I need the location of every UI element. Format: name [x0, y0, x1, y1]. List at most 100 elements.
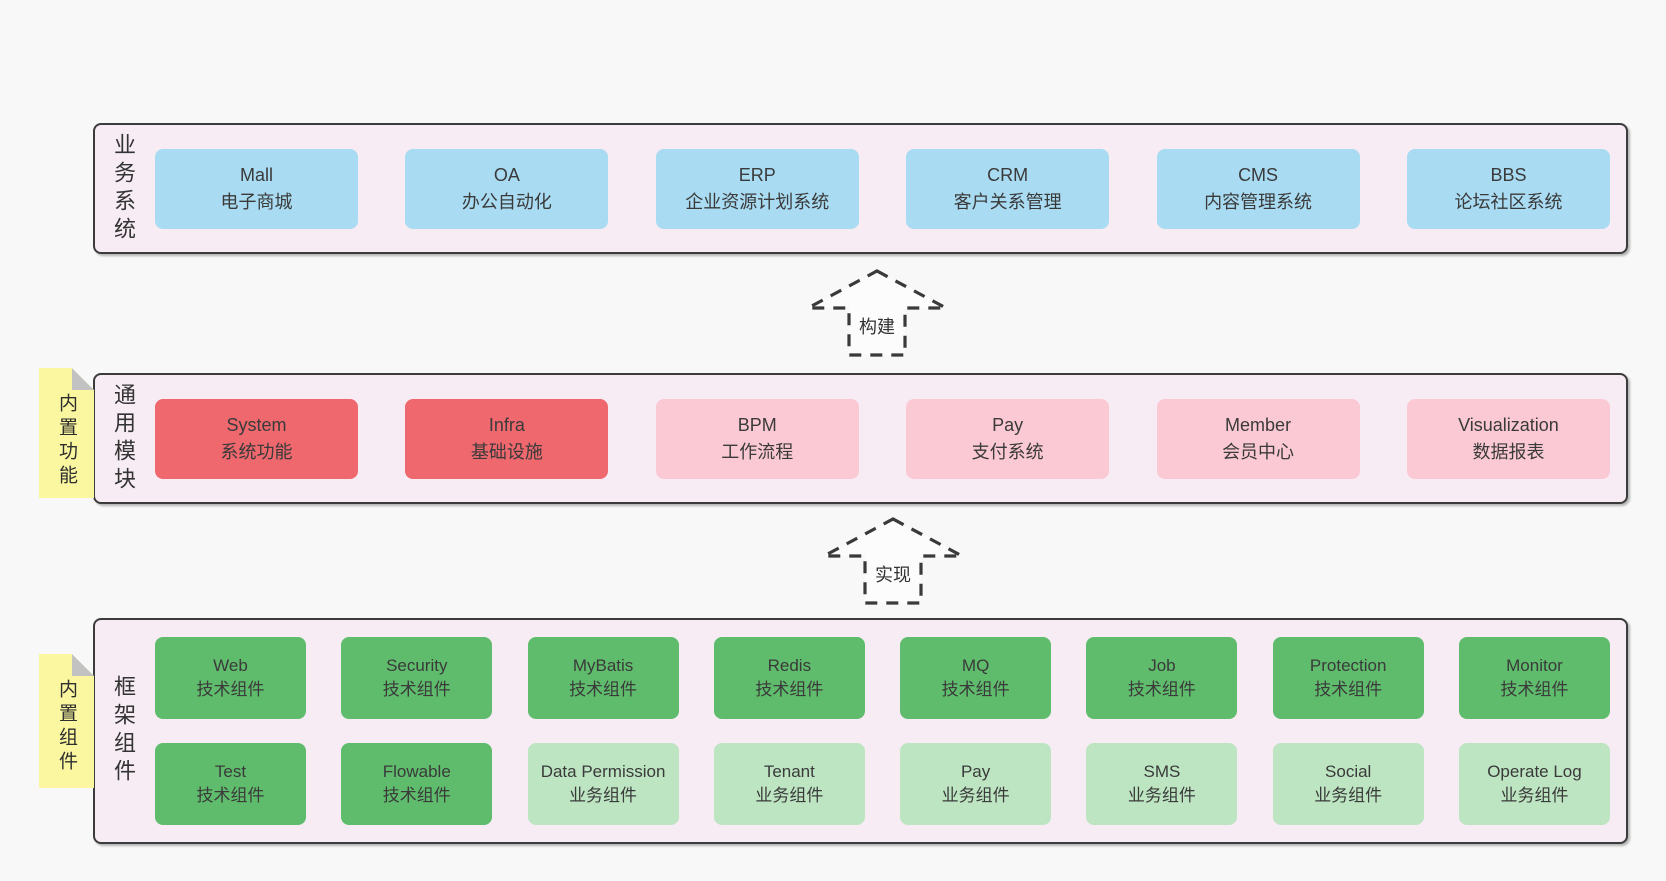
- sticky-note-text: 内置组件: [56, 679, 77, 775]
- node-title: Web: [213, 655, 248, 675]
- node-subtitle: 基础设施: [470, 441, 543, 462]
- node-title: OA: [493, 164, 520, 185]
- node-subtitle: 业务组件: [755, 786, 824, 805]
- node-pay-system: Pay 支付系统: [906, 398, 1110, 479]
- framework-boxes-grid: Web 技术组件 Security 技术组件 MyBatis 技术组件 Redi…: [141, 637, 1626, 825]
- node-flowable: Flowable 技术组件: [341, 743, 493, 825]
- node-title: Operate Log: [1487, 761, 1582, 781]
- node-subtitle: 技术组件: [1314, 680, 1383, 699]
- node-title: Data Permission: [540, 761, 666, 781]
- framework-row-2: Test 技术组件 Flowable 技术组件 Data Permission …: [155, 743, 1610, 825]
- node-title: Social: [1325, 761, 1372, 781]
- node-bbs: BBS 论坛社区系统: [1406, 148, 1610, 229]
- node-mybatis: MyBatis 技术组件: [527, 637, 679, 719]
- framework-row-1: Web 技术组件 Security 技术组件 MyBatis 技术组件 Redi…: [155, 637, 1610, 719]
- node-title: Security: [386, 655, 448, 675]
- node-title: System: [226, 414, 287, 435]
- node-title: CMS: [1238, 164, 1279, 185]
- node-subtitle: 技术组件: [941, 680, 1010, 699]
- node-subtitle: 电子商城: [220, 191, 293, 212]
- node-subtitle: 会员中心: [1222, 441, 1295, 462]
- node-subtitle: 技术组件: [382, 680, 451, 699]
- sticky-note-text: 内置功能: [56, 393, 77, 489]
- node-sms: SMS 业务组件: [1086, 743, 1238, 825]
- node-subtitle: 技术组件: [196, 680, 265, 699]
- node-title: BPM: [737, 414, 777, 435]
- node-subtitle: 内容管理系统: [1204, 191, 1313, 212]
- node-protection: Protection 技术组件: [1272, 637, 1424, 719]
- node-subtitle: 工作流程: [721, 441, 794, 462]
- node-cms: CMS 内容管理系统: [1156, 148, 1360, 229]
- panel-business-systems: 业务系统 Mall 电子商城 OA 办公自动化 ERP 企业资源计划系统 CRM…: [93, 123, 1628, 254]
- folded-corner-icon: [72, 368, 94, 390]
- business-boxes-row: Mall 电子商城 OA 办公自动化 ERP 企业资源计划系统 CRM 客户关系…: [141, 148, 1626, 229]
- node-title: Visualization: [1458, 414, 1559, 435]
- node-tenant: Tenant 业务组件: [713, 743, 865, 825]
- node-infra: Infra 基础设施: [405, 398, 609, 479]
- node-title: Member: [1225, 414, 1292, 435]
- node-title: CRM: [987, 164, 1029, 185]
- panel-common-modules: 通用模块 System 系统功能 Infra 基础设施 BPM 工作流程 Pay…: [93, 373, 1628, 504]
- node-subtitle: 业务组件: [1127, 786, 1196, 805]
- node-subtitle: 办公自动化: [461, 191, 552, 212]
- node-mq: MQ 技术组件: [900, 637, 1052, 719]
- node-title: Redis: [767, 655, 812, 675]
- node-test: Test 技术组件: [155, 743, 306, 825]
- node-subtitle: 业务组件: [1314, 786, 1383, 805]
- node-title: Pay: [960, 761, 991, 781]
- panel-framework-components: 框架组件 Web 技术组件 Security 技术组件 MyBatis 技术组件…: [93, 618, 1628, 844]
- node-subtitle: 技术组件: [196, 786, 265, 805]
- node-data-permission: Data Permission 业务组件: [527, 743, 679, 825]
- node-operate-log: Operate Log 业务组件: [1458, 743, 1610, 825]
- node-subtitle: 系统功能: [220, 441, 293, 462]
- build-arrow: 构建: [805, 268, 949, 358]
- node-crm: CRM 客户关系管理: [906, 148, 1110, 229]
- node-subtitle: 技术组件: [1500, 680, 1569, 699]
- panel-modules-label: 通用模块: [111, 382, 136, 495]
- node-security: Security 技术组件: [341, 637, 493, 719]
- node-title: Job: [1148, 655, 1176, 675]
- node-subtitle: 技术组件: [382, 786, 451, 805]
- modules-boxes-row: System 系统功能 Infra 基础设施 BPM 工作流程 Pay 支付系统…: [141, 398, 1626, 479]
- node-system: System 系统功能: [155, 398, 358, 479]
- node-title: Test: [214, 761, 247, 781]
- node-title: MQ: [961, 655, 990, 675]
- node-title: SMS: [1143, 761, 1181, 781]
- node-subtitle: 论坛社区系统: [1454, 191, 1563, 212]
- node-subtitle: 支付系统: [971, 441, 1044, 462]
- node-title: ERP: [738, 164, 776, 185]
- node-subtitle: 业务组件: [569, 786, 638, 805]
- node-subtitle: 企业资源计划系统: [685, 191, 830, 212]
- node-subtitle: 技术组件: [569, 680, 638, 699]
- node-subtitle: 技术组件: [755, 680, 824, 699]
- node-job: Job 技术组件: [1086, 637, 1238, 719]
- node-title: Tenant: [763, 761, 815, 781]
- node-subtitle: 数据报表: [1472, 441, 1545, 462]
- node-subtitle: 技术组件: [1127, 680, 1196, 699]
- implement-arrow-label: 实现: [872, 561, 914, 587]
- node-erp: ERP 企业资源计划系统: [655, 148, 859, 229]
- node-web: Web 技术组件: [155, 637, 306, 719]
- sticky-note-builtin-features: 内置功能: [39, 368, 94, 498]
- node-member: Member 会员中心: [1156, 398, 1360, 479]
- node-subtitle: 客户关系管理: [953, 191, 1062, 212]
- folded-corner-icon: [72, 654, 94, 676]
- node-title: Monitor: [1506, 655, 1563, 675]
- node-title: MyBatis: [572, 655, 634, 675]
- node-pay-component: Pay 业务组件: [900, 743, 1052, 825]
- panel-business-label: 业务系统: [111, 132, 136, 245]
- node-title: Flowable: [382, 761, 451, 781]
- node-social: Social 业务组件: [1272, 743, 1424, 825]
- node-subtitle: 业务组件: [941, 786, 1010, 805]
- node-mall: Mall 电子商城: [155, 148, 358, 229]
- node-monitor: Monitor 技术组件: [1458, 637, 1610, 719]
- node-oa: OA 办公自动化: [405, 148, 609, 229]
- sticky-note-builtin-components: 内置组件: [39, 654, 94, 788]
- node-title: Pay: [992, 414, 1024, 435]
- node-title: Protection: [1309, 655, 1387, 675]
- node-subtitle: 业务组件: [1500, 786, 1569, 805]
- node-title: BBS: [1490, 164, 1527, 185]
- node-bpm: BPM 工作流程: [655, 398, 859, 479]
- panel-framework-label: 框架组件: [111, 675, 136, 787]
